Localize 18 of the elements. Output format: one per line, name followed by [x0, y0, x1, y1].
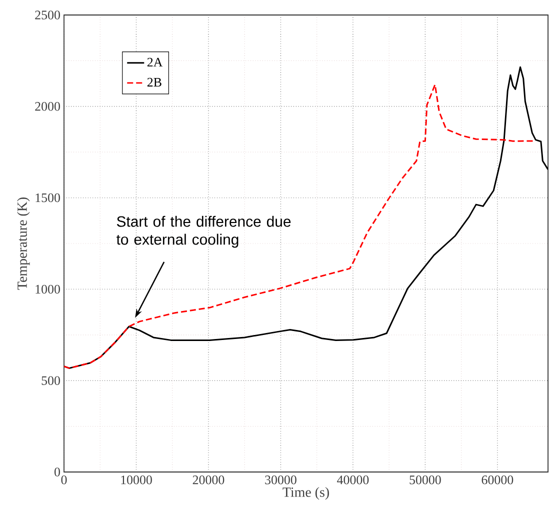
legend-label: 2B [147, 78, 162, 87]
y-tick-label: 2000 [35, 102, 60, 111]
y-tick-label: 1500 [36, 193, 60, 202]
y-tick-label: 500 [42, 376, 60, 385]
annotation: Start of the difference due to external cooling [116, 216, 291, 248]
x-tick-label: 50000 [410, 476, 441, 484]
legend-label: 2A [147, 58, 163, 66]
x-tick-label: 60000 [482, 476, 514, 484]
x-axis-title: Time (s) [282, 487, 329, 500]
y-tick-label: 1000 [36, 284, 60, 294]
y-tick-label: 2500 [35, 10, 60, 20]
x-tick-label: 0 [61, 476, 67, 484]
x-tick-label: 20000 [192, 476, 224, 484]
x-tick-label: 30000 [265, 476, 296, 484]
x-tick-label: 40000 [337, 476, 369, 484]
y-tick-label: 0 [54, 468, 60, 476]
x-tick-label: 10000 [121, 476, 152, 484]
y-axis-title: Temperature (K) [17, 198, 30, 290]
